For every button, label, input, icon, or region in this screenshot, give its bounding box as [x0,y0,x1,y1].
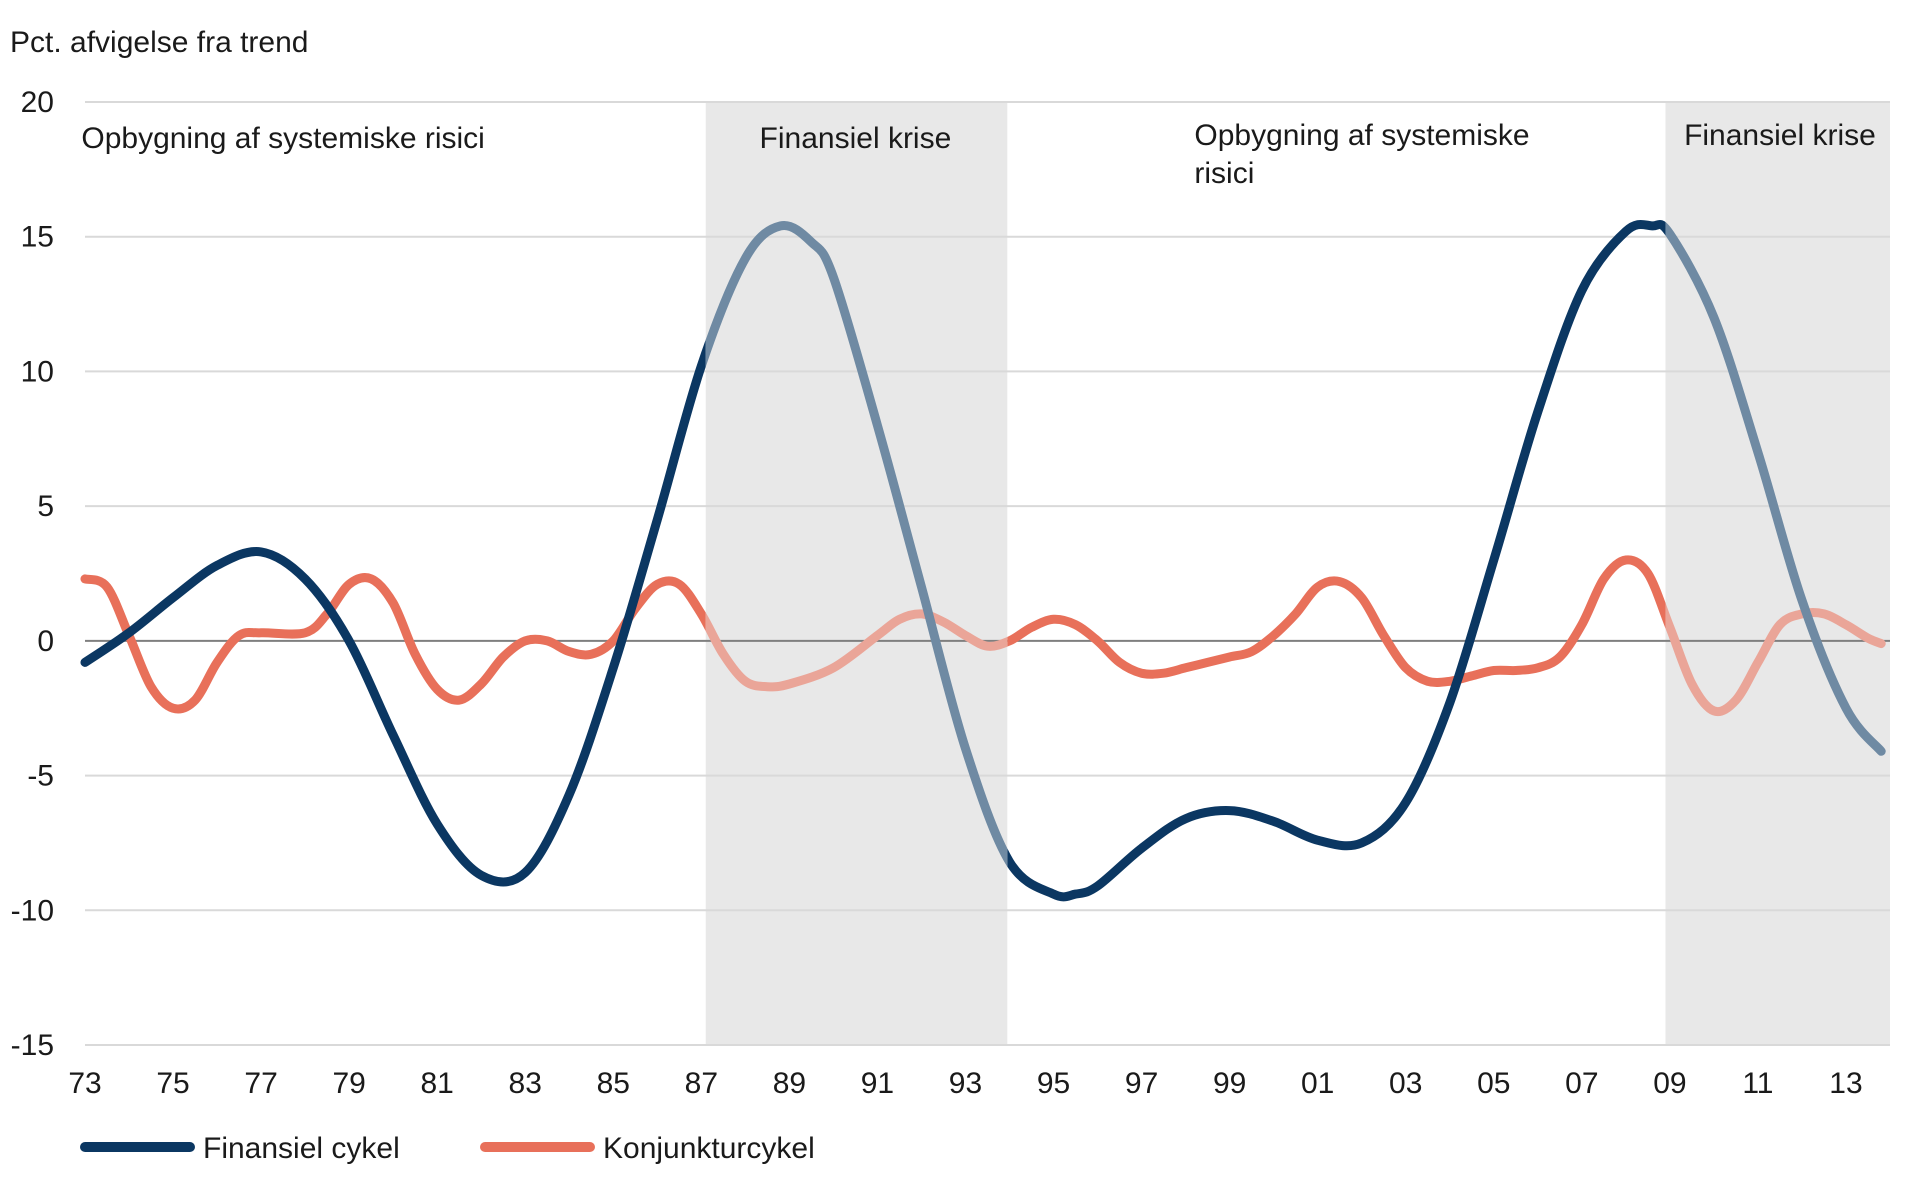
period-annotation: Finansiel krise [760,122,952,155]
x-tick-label: 11 [1742,1067,1773,1100]
x-tick-label: 97 [1125,1067,1158,1100]
shaded-period-2 [1665,102,1890,1045]
y-tick-label: 15 [21,221,54,254]
y-tick-labels: 20 15 10 5 0 -5 -10 -15 [11,86,54,1062]
period-annotation: Opbygning af systemiske risici [1194,119,1529,190]
x-tick-label: 07 [1565,1067,1598,1100]
gridlines [85,101,1890,1046]
period-annotations: Opbygning af systemiske risici Finansiel … [81,119,1875,190]
y-tick-label: -10 [11,894,54,927]
y-tick-label: -15 [11,1029,54,1062]
x-tick-label: 87 [685,1067,718,1100]
series-line-konjunkturcykel [80,555,1886,717]
y-axis-title: Pct. afvigelse fra trend [10,26,308,59]
shaded-periods [705,102,1890,1045]
legend: Finansiel cykel Konjunkturcykel [80,1132,815,1165]
x-tick-label: 77 [244,1067,277,1100]
x-tick-label: 93 [949,1067,982,1100]
shaded-period-1 [705,102,1008,1045]
x-tick-label: 73 [68,1067,101,1100]
series-lines [80,219,1886,902]
y-tick-label: 5 [37,490,54,523]
x-tick-label: 85 [597,1067,630,1100]
y-tick-label: 0 [37,625,54,658]
legend-label: Konjunkturcykel [603,1132,815,1165]
x-tick-label: 09 [1653,1067,1686,1100]
x-tick-label: 79 [332,1067,365,1100]
x-tick-label: 99 [1213,1067,1246,1100]
x-tick-label: 81 [421,1067,454,1100]
x-tick-label: 91 [861,1067,894,1100]
y-tick-label: 20 [21,86,54,119]
period-annotation: Opbygning af systemiske risici [81,122,484,155]
legend-label: Finansiel cykel [203,1132,400,1165]
x-tick-label: 01 [1301,1067,1334,1100]
x-tick-label: 05 [1477,1067,1510,1100]
x-tick-label: 13 [1829,1067,1862,1100]
x-tick-label: 95 [1037,1067,1070,1100]
y-tick-label: 10 [21,355,54,388]
y-tick-label: -5 [27,760,54,793]
period-annotation: Finansiel krise [1684,119,1876,152]
x-tick-label: 89 [773,1067,806,1100]
x-tick-label: 75 [156,1067,189,1100]
x-tick-label: 83 [509,1067,542,1100]
x-tick-label: 03 [1389,1067,1422,1100]
x-tick-labels: 73 75 77 79 81 83 85 87 89 91 93 95 97 99 01 03 05 07 09 11… [68,1067,1862,1100]
